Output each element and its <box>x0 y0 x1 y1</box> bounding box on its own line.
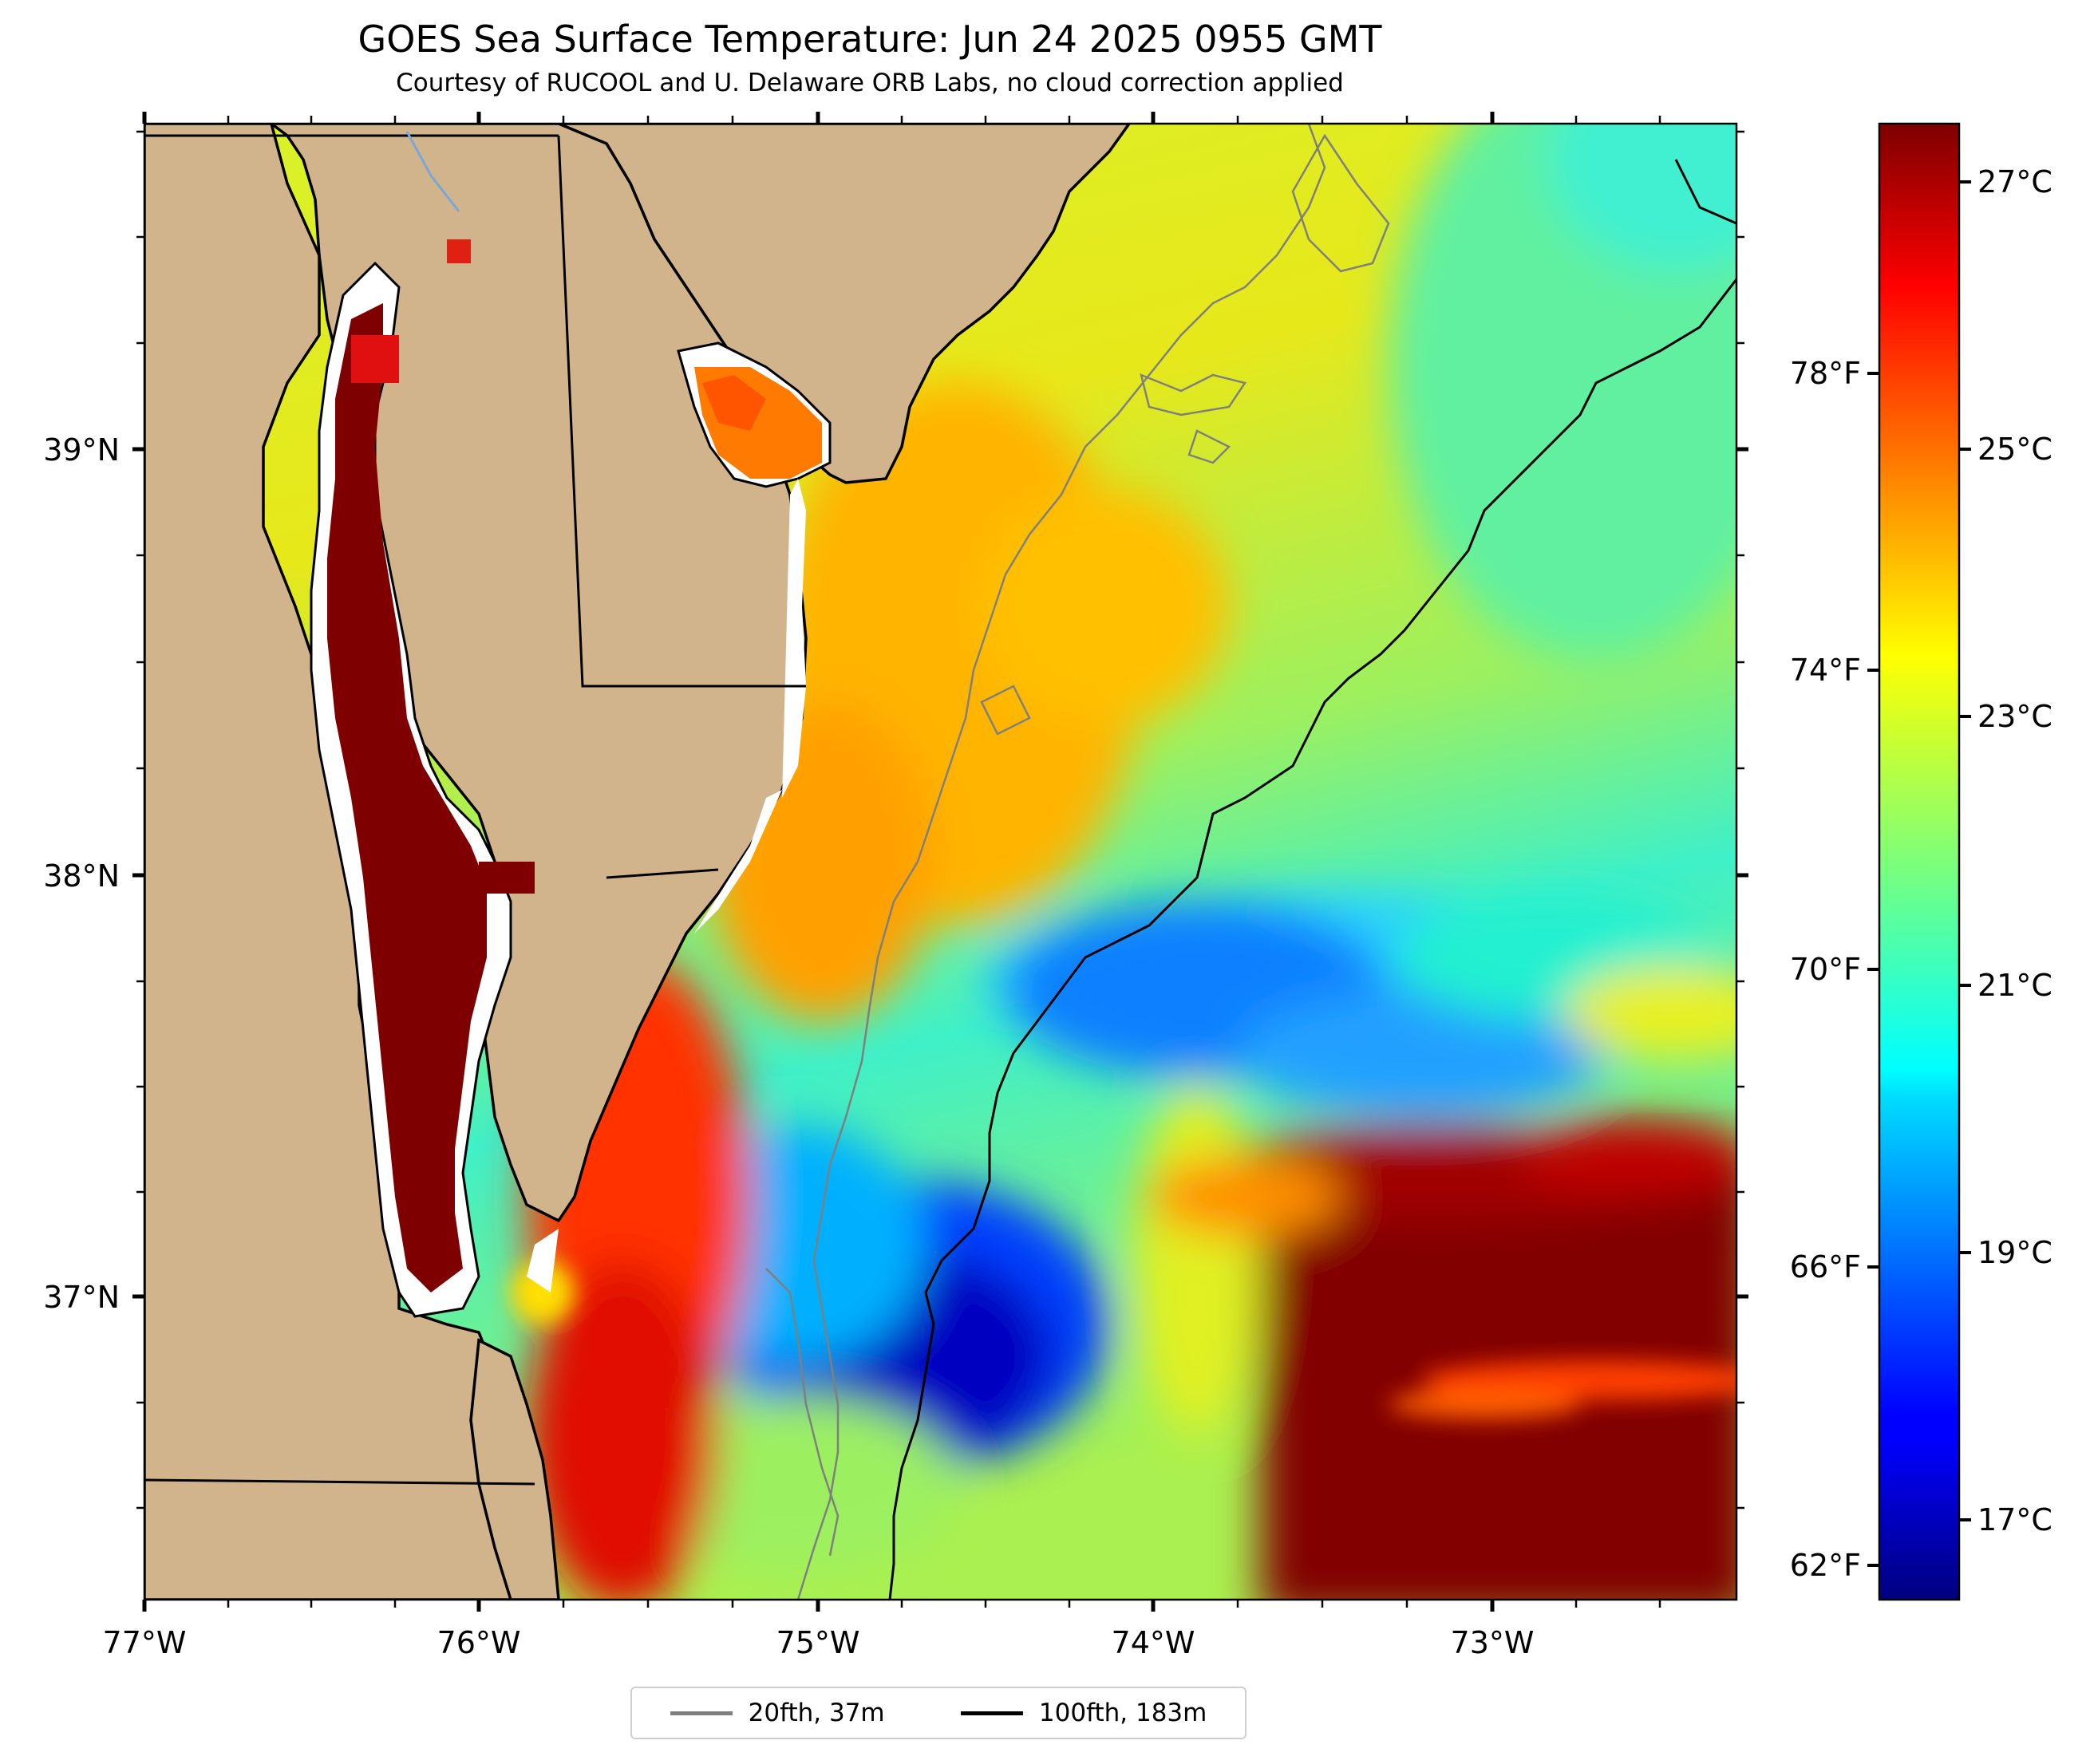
lat-label: 38°N <box>43 858 120 894</box>
lat-minor-ticks <box>136 130 1744 1509</box>
lat-label: 39°N <box>43 432 120 468</box>
coastal-strip <box>527 479 806 1292</box>
land-mass <box>144 124 1132 1600</box>
colorbar-celsius-label: 17°C <box>1977 1502 2052 1537</box>
lon-label: 76°W <box>437 1625 521 1660</box>
legend-entry-20fth: 20fth, 37m <box>670 1699 885 1727</box>
chesapeake-bay <box>310 239 535 1318</box>
legend-label: 100fth, 183m <box>1038 1699 1207 1727</box>
contour-20fth <box>765 124 1390 1600</box>
colorbar-celsius-label: 21°C <box>1977 968 2052 1003</box>
colorbar-celsius-label: 25°C <box>1977 432 2052 467</box>
lon-label: 74°W <box>1112 1625 1195 1660</box>
chart-title: GOES Sea Surface Temperature: Jun 24 202… <box>358 18 1382 61</box>
colorbar-fahrenheit-label: 70°F <box>1790 952 1861 987</box>
chart-subtitle: Courtesy of RUCOOL and U. Delaware ORB L… <box>396 69 1344 97</box>
colorbar-celsius-label: 27°C <box>1977 164 2052 199</box>
contour-legend: 20fth, 37m 100fth, 183m <box>630 1687 1246 1739</box>
lon-minor-ticks <box>227 116 1661 1608</box>
colorbar-celsius-label: 19°C <box>1977 1235 2052 1270</box>
state-borders <box>144 134 806 1486</box>
lon-label: 75°W <box>776 1625 860 1660</box>
river <box>405 131 460 212</box>
legend-line-black <box>960 1711 1023 1715</box>
legend-line-gray <box>670 1711 733 1715</box>
map-area <box>144 124 1736 1600</box>
delaware-bay <box>677 341 832 488</box>
lon-label: 77°W <box>103 1625 187 1660</box>
lat-label: 37°N <box>43 1280 120 1315</box>
legend-entry-100fth: 100fth, 183m <box>960 1699 1207 1727</box>
colorbar <box>1867 122 1971 1601</box>
colorbar-fahrenheit-label: 74°F <box>1790 653 1861 688</box>
colorbar-celsius-label: 23°C <box>1977 699 2052 734</box>
colorbar-fahrenheit-label: 78°F <box>1790 356 1861 391</box>
legend-label: 20fth, 37m <box>748 1699 885 1727</box>
colorbar-fahrenheit-label: 66°F <box>1790 1249 1861 1285</box>
lat-ticks <box>132 447 1748 1299</box>
map-frame <box>143 122 1738 1601</box>
colorbar-fahrenheit-label: 62°F <box>1790 1548 1861 1583</box>
lon-label: 73°W <box>1451 1625 1535 1660</box>
lon-ticks <box>142 112 1495 1612</box>
contour-100fth <box>888 159 1736 1600</box>
